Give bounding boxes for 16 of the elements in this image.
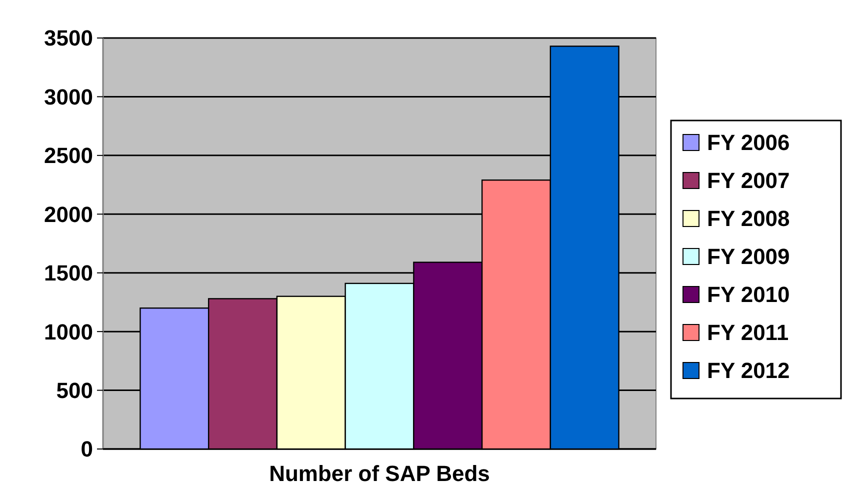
y-tick-label: 3500: [44, 26, 93, 51]
legend-label: FY 2007: [707, 168, 790, 194]
y-tick-label: 2000: [44, 202, 93, 227]
legend-label: FY 2010: [707, 282, 790, 308]
y-tick-label: 1500: [44, 260, 93, 286]
legend-label: FY 2009: [707, 244, 790, 270]
legend-label: FY 2011: [707, 320, 789, 346]
legend-label: FY 2006: [707, 130, 790, 156]
y-tick-label: 0: [80, 436, 93, 462]
legend-label: FY 2012: [707, 358, 790, 384]
x-tick-label: Number of SAP Beds: [269, 461, 490, 486]
y-tick-label: 1000: [44, 319, 93, 344]
legend-label: FY 2008: [707, 206, 790, 232]
y-tick-label: 2500: [44, 143, 93, 168]
y-tick-label: 500: [56, 378, 93, 403]
y-tick-label: 3000: [44, 84, 93, 110]
